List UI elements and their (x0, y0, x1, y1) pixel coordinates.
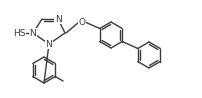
Text: N: N (55, 15, 61, 24)
Text: N: N (30, 29, 36, 38)
Text: HS: HS (13, 29, 25, 38)
Text: O: O (79, 18, 85, 26)
Text: N: N (46, 39, 52, 49)
